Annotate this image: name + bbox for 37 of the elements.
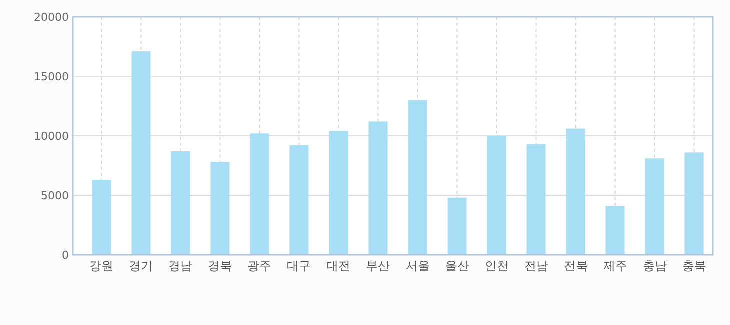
x-tick-label: 울산	[445, 259, 470, 273]
y-tick-label: 10000	[34, 130, 69, 143]
bar	[210, 162, 230, 255]
x-tick-label: 경북	[208, 259, 232, 273]
bar	[645, 158, 664, 255]
bar	[368, 122, 388, 255]
y-tick-label: 0	[62, 249, 69, 262]
bar	[566, 128, 586, 255]
x-tick-label: 서울	[406, 259, 430, 273]
bar	[526, 144, 546, 255]
x-tick-label: 전남	[524, 259, 548, 273]
x-tick-label: 전북	[564, 259, 588, 273]
bar	[92, 180, 112, 255]
y-tick-label: 15000	[34, 70, 69, 84]
y-tick-label: 5000	[41, 190, 69, 202]
x-tick-label: 대전	[326, 259, 351, 273]
x-tick-label: 부산	[366, 259, 390, 273]
bar	[448, 198, 467, 255]
bar	[606, 206, 625, 255]
bar	[290, 146, 309, 255]
x-tick-label: 경기	[129, 259, 154, 273]
x-tick-label: 광주	[248, 259, 272, 273]
x-tick-label: 대구	[287, 259, 312, 273]
bar	[250, 134, 270, 255]
y-tick-label: 20000	[34, 11, 69, 24]
bar	[132, 52, 151, 255]
bar	[329, 131, 348, 255]
bar	[487, 136, 506, 255]
x-tick-label: 충북	[682, 259, 706, 273]
x-tick-label: 경남	[168, 259, 193, 273]
bar	[408, 100, 428, 255]
bar	[171, 151, 190, 255]
x-tick-label: 제주	[603, 259, 628, 273]
bar	[684, 152, 704, 255]
x-tick-label: 인천	[484, 259, 509, 273]
x-tick-label: 강원	[90, 259, 114, 273]
x-tick-label: 충남	[642, 259, 667, 273]
